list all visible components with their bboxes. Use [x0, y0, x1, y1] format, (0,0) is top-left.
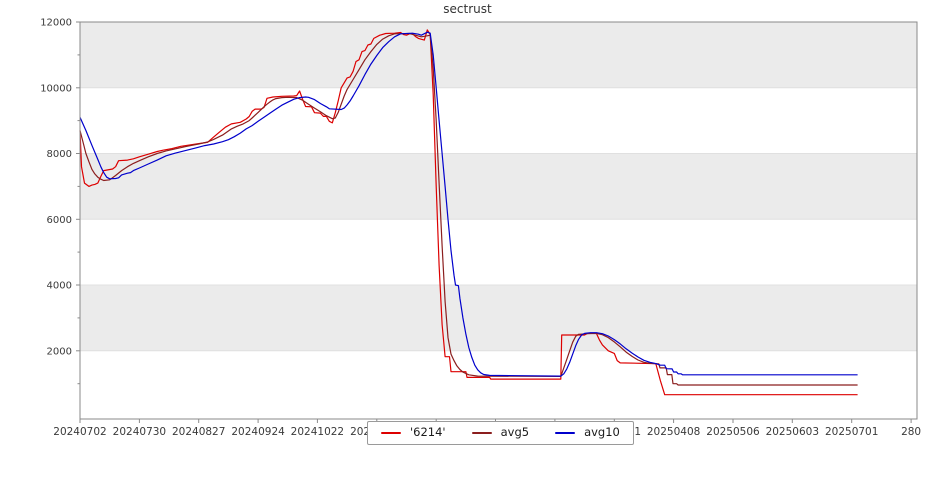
svg-text:20250408: 20250408 [647, 426, 700, 438]
legend-item-avg5: avg5 [471, 425, 530, 440]
svg-text:20250701: 20250701 [825, 426, 878, 438]
svg-text:6000: 6000 [47, 215, 72, 226]
svg-text:4000: 4000 [47, 281, 72, 292]
svg-text:20240827: 20240827 [172, 426, 225, 438]
legend-swatch-avg5-icon [471, 431, 492, 435]
legend-label-avg5: avg5 [500, 425, 530, 439]
svg-text:20250603: 20250603 [766, 426, 819, 438]
svg-text:20240924: 20240924 [231, 426, 285, 438]
chart-title: sectrust [443, 2, 492, 16]
legend: '6214' avg5 avg10 [367, 421, 634, 445]
legend-label-avg10: avg10 [584, 425, 620, 439]
svg-text:10000: 10000 [40, 83, 72, 94]
svg-text:20241022: 20241022 [291, 426, 344, 438]
legend-swatch-6214-icon [381, 431, 401, 435]
legend-item-6214: '6214' [381, 425, 446, 440]
legend-swatch-avg10-icon [555, 431, 576, 435]
svg-text:12000: 12000 [40, 18, 72, 29]
svg-text:20250506: 20250506 [706, 426, 760, 438]
legend-label-6214: '6214' [410, 425, 446, 439]
legend-item-avg10: avg10 [555, 425, 620, 440]
svg-text:2000: 2000 [47, 346, 72, 357]
svg-text:280: 280 [901, 426, 921, 438]
svg-text:20240730: 20240730 [113, 426, 166, 438]
svg-text:20240702: 20240702 [53, 426, 106, 438]
svg-text:8000: 8000 [47, 149, 72, 160]
